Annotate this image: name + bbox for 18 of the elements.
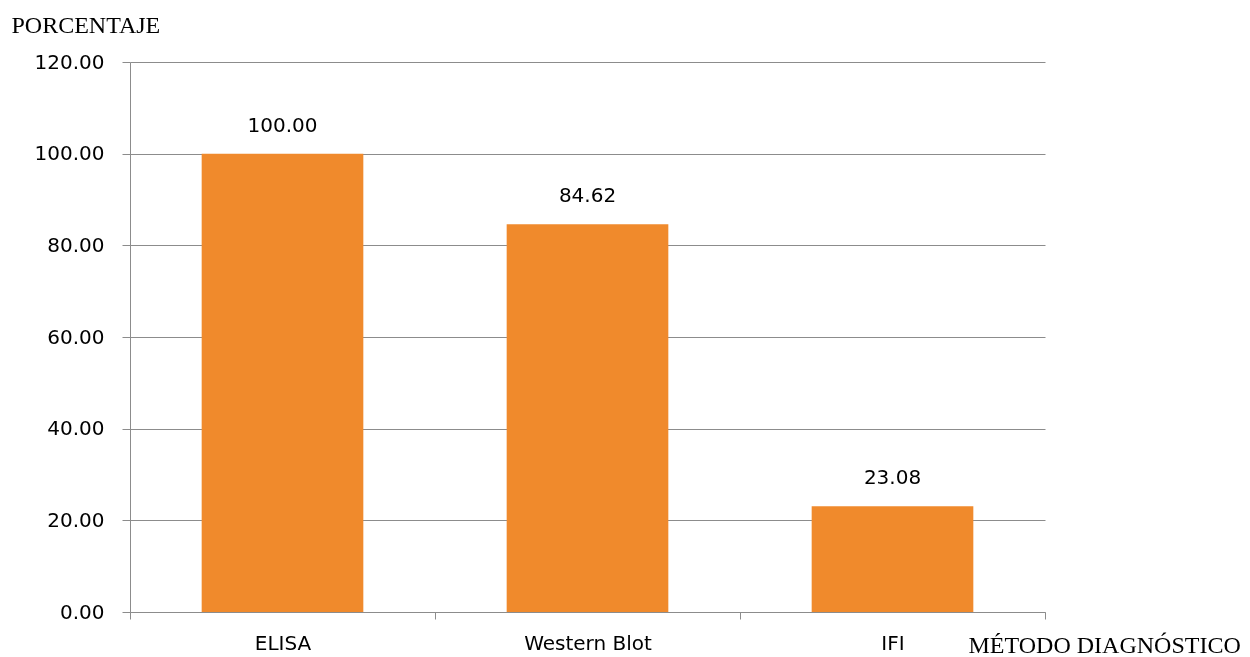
bar	[506, 224, 669, 612]
y-tick-label: 20.00	[47, 507, 105, 532]
y-tick-label: 80.00	[47, 232, 105, 257]
y-tick-label: 60.00	[47, 324, 105, 349]
x-tick-label: IFI	[881, 630, 905, 655]
bar	[811, 506, 974, 612]
x-tick-label: Western Blot	[524, 630, 653, 655]
data-label: 84.62	[558, 183, 617, 208]
y-tick-label: 0.00	[59, 599, 105, 624]
data-label: 100.00	[247, 112, 318, 137]
bar	[201, 153, 364, 612]
y-axis-title: PORCENTAJE	[11, 11, 161, 38]
y-tick-label: 100.00	[34, 141, 105, 166]
x-axis-title: MÉTODO DIAGNÓSTICO	[968, 631, 1241, 657]
y-tick-label: 120.00	[34, 49, 105, 74]
x-tick-label: ELISA	[254, 630, 312, 655]
data-label: 23.08	[863, 465, 922, 490]
y-tick-label: 40.00	[47, 416, 105, 441]
